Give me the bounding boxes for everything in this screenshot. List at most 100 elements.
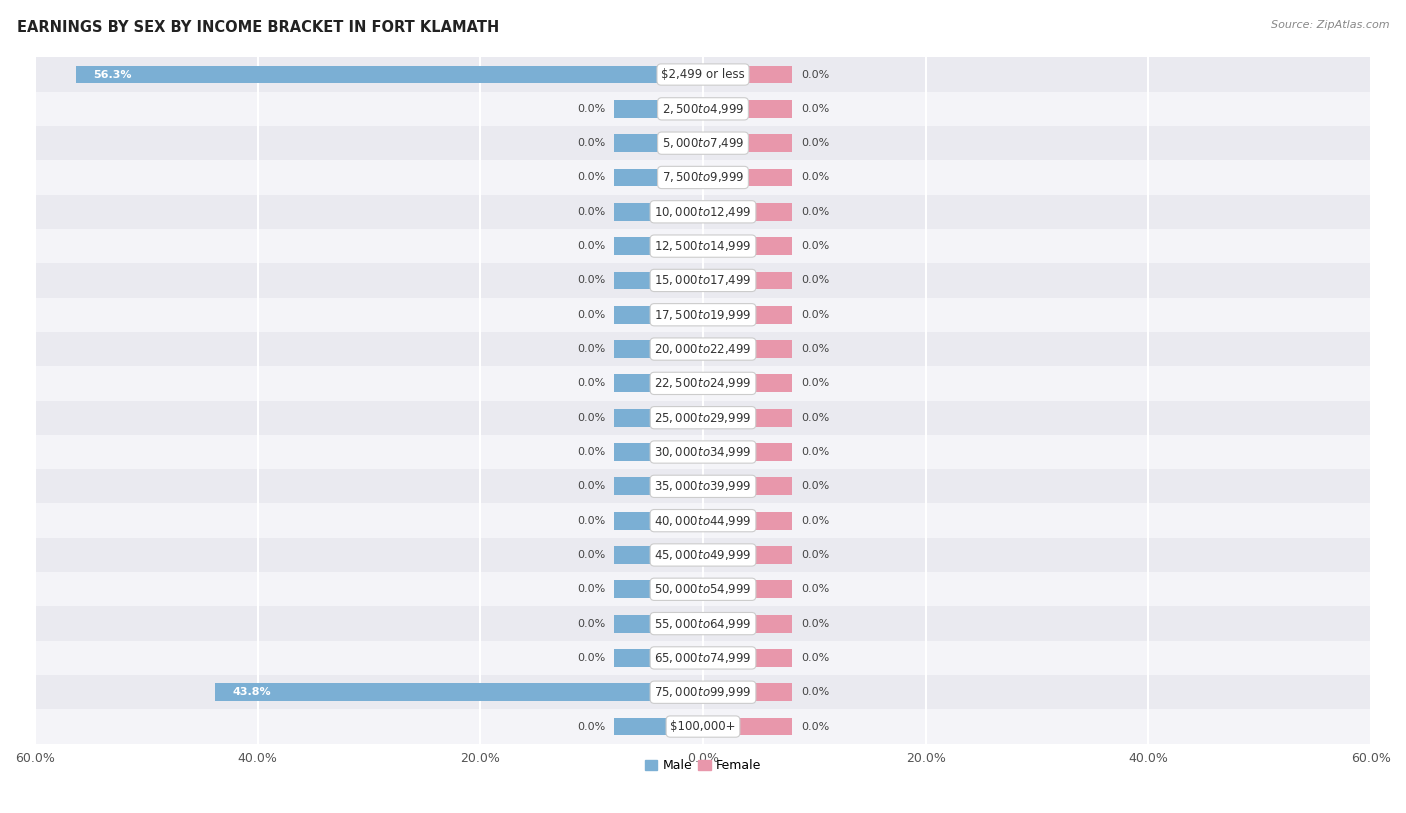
Text: $50,000 to $54,999: $50,000 to $54,999 bbox=[654, 582, 752, 596]
Text: $25,000 to $29,999: $25,000 to $29,999 bbox=[654, 411, 752, 424]
Text: 0.0%: 0.0% bbox=[801, 310, 830, 320]
Text: $2,500 to $4,999: $2,500 to $4,999 bbox=[662, 102, 744, 115]
Bar bbox=[614, 134, 703, 152]
Text: $2,499 or less: $2,499 or less bbox=[661, 68, 745, 81]
Bar bbox=[35, 366, 1371, 401]
Text: 0.0%: 0.0% bbox=[801, 653, 830, 663]
Bar bbox=[614, 409, 703, 427]
Text: $22,500 to $24,999: $22,500 to $24,999 bbox=[654, 376, 752, 390]
Text: 0.0%: 0.0% bbox=[801, 344, 830, 354]
Bar bbox=[703, 66, 792, 84]
Bar bbox=[35, 435, 1371, 469]
Bar bbox=[35, 160, 1371, 194]
Text: $55,000 to $64,999: $55,000 to $64,999 bbox=[654, 616, 752, 631]
Text: 0.0%: 0.0% bbox=[576, 344, 605, 354]
Bar bbox=[35, 675, 1371, 710]
Bar bbox=[703, 511, 792, 529]
Text: 0.0%: 0.0% bbox=[576, 207, 605, 217]
Bar bbox=[35, 503, 1371, 538]
Text: 0.0%: 0.0% bbox=[801, 241, 830, 251]
Bar bbox=[215, 683, 703, 701]
Bar bbox=[35, 469, 1371, 503]
Bar bbox=[614, 375, 703, 393]
Text: 0.0%: 0.0% bbox=[801, 515, 830, 526]
Bar bbox=[703, 477, 792, 495]
Bar bbox=[703, 580, 792, 598]
Text: $30,000 to $34,999: $30,000 to $34,999 bbox=[654, 445, 752, 459]
Text: 0.0%: 0.0% bbox=[801, 138, 830, 148]
Bar bbox=[703, 340, 792, 358]
Bar bbox=[35, 194, 1371, 229]
Bar bbox=[614, 306, 703, 324]
Bar bbox=[614, 649, 703, 667]
Bar bbox=[35, 263, 1371, 298]
Text: 0.0%: 0.0% bbox=[801, 104, 830, 114]
Text: $7,500 to $9,999: $7,500 to $9,999 bbox=[662, 171, 744, 185]
Bar bbox=[35, 332, 1371, 366]
Text: 0.0%: 0.0% bbox=[801, 619, 830, 628]
Text: 0.0%: 0.0% bbox=[576, 550, 605, 560]
Text: $100,000+: $100,000+ bbox=[671, 720, 735, 733]
Text: 0.0%: 0.0% bbox=[801, 550, 830, 560]
Text: 0.0%: 0.0% bbox=[801, 378, 830, 389]
Text: 0.0%: 0.0% bbox=[801, 481, 830, 491]
Bar bbox=[614, 237, 703, 255]
Text: 0.0%: 0.0% bbox=[576, 172, 605, 182]
Text: $45,000 to $49,999: $45,000 to $49,999 bbox=[654, 548, 752, 562]
Bar bbox=[703, 272, 792, 289]
Bar bbox=[35, 92, 1371, 126]
Bar bbox=[703, 375, 792, 393]
Bar bbox=[35, 126, 1371, 160]
Bar bbox=[614, 340, 703, 358]
Bar bbox=[703, 683, 792, 701]
Bar bbox=[614, 615, 703, 633]
Bar bbox=[614, 203, 703, 220]
Text: 0.0%: 0.0% bbox=[576, 515, 605, 526]
Text: Source: ZipAtlas.com: Source: ZipAtlas.com bbox=[1271, 20, 1389, 30]
Text: $40,000 to $44,999: $40,000 to $44,999 bbox=[654, 514, 752, 528]
Bar bbox=[35, 401, 1371, 435]
Text: $35,000 to $39,999: $35,000 to $39,999 bbox=[654, 480, 752, 493]
Text: 43.8%: 43.8% bbox=[232, 687, 270, 698]
Text: 0.0%: 0.0% bbox=[801, 687, 830, 698]
Text: $75,000 to $99,999: $75,000 to $99,999 bbox=[654, 685, 752, 699]
Bar bbox=[703, 168, 792, 186]
Bar bbox=[35, 606, 1371, 641]
Text: $12,500 to $14,999: $12,500 to $14,999 bbox=[654, 239, 752, 253]
Text: 0.0%: 0.0% bbox=[801, 447, 830, 457]
Text: 0.0%: 0.0% bbox=[576, 585, 605, 594]
Text: 0.0%: 0.0% bbox=[576, 619, 605, 628]
Bar bbox=[35, 58, 1371, 92]
Text: 0.0%: 0.0% bbox=[576, 653, 605, 663]
Bar bbox=[35, 710, 1371, 744]
Text: $17,500 to $19,999: $17,500 to $19,999 bbox=[654, 308, 752, 322]
Legend: Male, Female: Male, Female bbox=[640, 754, 766, 777]
Text: $10,000 to $12,499: $10,000 to $12,499 bbox=[654, 205, 752, 219]
Bar bbox=[614, 443, 703, 461]
Text: 0.0%: 0.0% bbox=[576, 276, 605, 285]
Text: 0.0%: 0.0% bbox=[576, 447, 605, 457]
Bar bbox=[35, 538, 1371, 572]
Text: $20,000 to $22,499: $20,000 to $22,499 bbox=[654, 342, 752, 356]
Bar bbox=[703, 409, 792, 427]
Bar bbox=[703, 237, 792, 255]
Bar bbox=[35, 641, 1371, 675]
Bar bbox=[703, 306, 792, 324]
Text: 0.0%: 0.0% bbox=[576, 138, 605, 148]
Text: 0.0%: 0.0% bbox=[576, 378, 605, 389]
Bar bbox=[614, 580, 703, 598]
Text: 0.0%: 0.0% bbox=[801, 207, 830, 217]
Bar bbox=[614, 100, 703, 118]
Bar bbox=[35, 229, 1371, 263]
Bar bbox=[703, 134, 792, 152]
Bar bbox=[35, 572, 1371, 606]
Text: $15,000 to $17,499: $15,000 to $17,499 bbox=[654, 273, 752, 288]
Text: $65,000 to $74,999: $65,000 to $74,999 bbox=[654, 651, 752, 665]
Text: 0.0%: 0.0% bbox=[576, 722, 605, 732]
Text: 0.0%: 0.0% bbox=[576, 104, 605, 114]
Bar bbox=[76, 66, 703, 84]
Text: 0.0%: 0.0% bbox=[576, 413, 605, 423]
Text: $5,000 to $7,499: $5,000 to $7,499 bbox=[662, 136, 744, 150]
Bar bbox=[614, 511, 703, 529]
Text: 56.3%: 56.3% bbox=[93, 70, 131, 80]
